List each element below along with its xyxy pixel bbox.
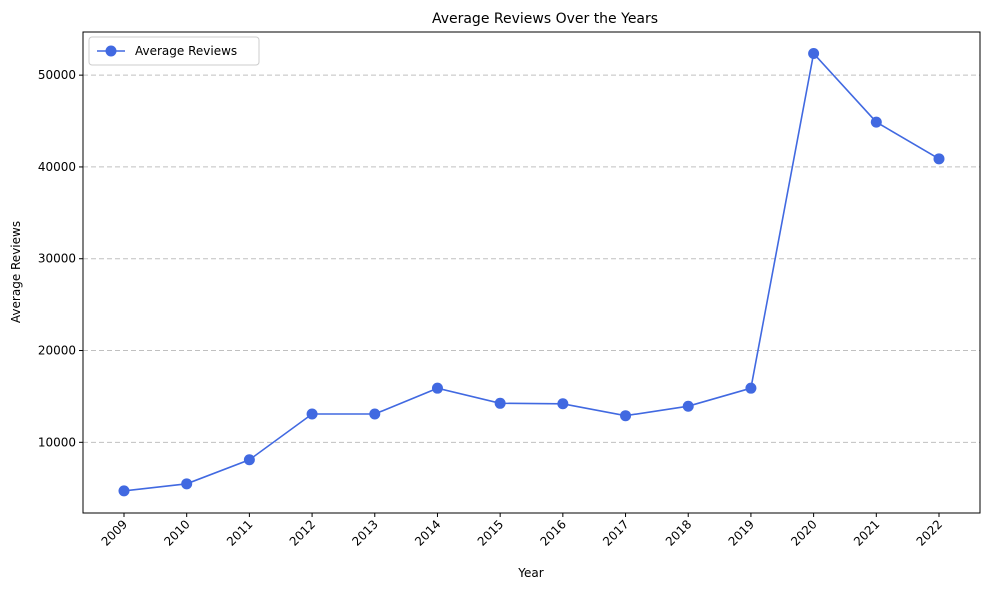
x-axis-label: Year — [517, 566, 543, 580]
x-tick-label: 2015 — [475, 517, 506, 548]
series-line — [123, 51, 940, 492]
x-tick-label: 2014 — [412, 517, 443, 548]
y-tick-label: 40000 — [38, 160, 76, 174]
x-tick-label: 2011 — [224, 517, 255, 548]
x-tick-label: 2019 — [726, 517, 757, 548]
x-tick-label: 2017 — [600, 517, 631, 548]
y-tick-label: 10000 — [38, 435, 76, 449]
plot-area — [82, 31, 981, 514]
x-tick-label: 2021 — [851, 517, 882, 548]
y-tick-label: 20000 — [38, 344, 76, 358]
data-point — [745, 382, 757, 394]
data-point — [306, 408, 318, 420]
data-point — [118, 485, 130, 497]
data-point — [243, 454, 255, 466]
legend-marker — [105, 45, 117, 57]
x-tick-label: 2010 — [161, 517, 192, 548]
legend-label: Average Reviews — [135, 44, 237, 58]
chart-title: Average Reviews Over the Years — [432, 11, 658, 27]
grid-lines — [83, 74, 980, 443]
x-tick-label: 2020 — [788, 517, 819, 548]
x-tick-label: 2022 — [914, 517, 945, 548]
data-point — [369, 408, 381, 420]
y-tick-label: 50000 — [38, 68, 76, 82]
data-point — [181, 478, 193, 490]
data-point — [494, 397, 506, 409]
y-axis-label: Average Reviews — [9, 221, 23, 323]
legend-box — [88, 36, 260, 66]
x-tick-label: 2009 — [99, 517, 130, 548]
x-tick-label: 2013 — [349, 517, 380, 548]
x-tick-label: 2016 — [537, 517, 568, 548]
data-point — [557, 398, 569, 410]
x-tick-label: 2018 — [663, 517, 694, 548]
series-layer — [118, 47, 945, 497]
data-point — [808, 47, 820, 59]
y-tick-label: 30000 — [38, 252, 76, 266]
data-point — [620, 410, 632, 422]
data-point — [682, 400, 694, 412]
data-point — [933, 153, 945, 165]
x-tick-label: 2012 — [287, 517, 318, 548]
y-axis: 10000 20000 30000 40000 50000 — [38, 68, 83, 449]
data-point — [431, 382, 443, 394]
data-point — [870, 116, 882, 128]
x-axis: 2009 2010 2011 2012 2013 2014 2015 2016 2017 2018… — [99, 513, 945, 549]
legend: Average Reviews — [88, 36, 260, 66]
